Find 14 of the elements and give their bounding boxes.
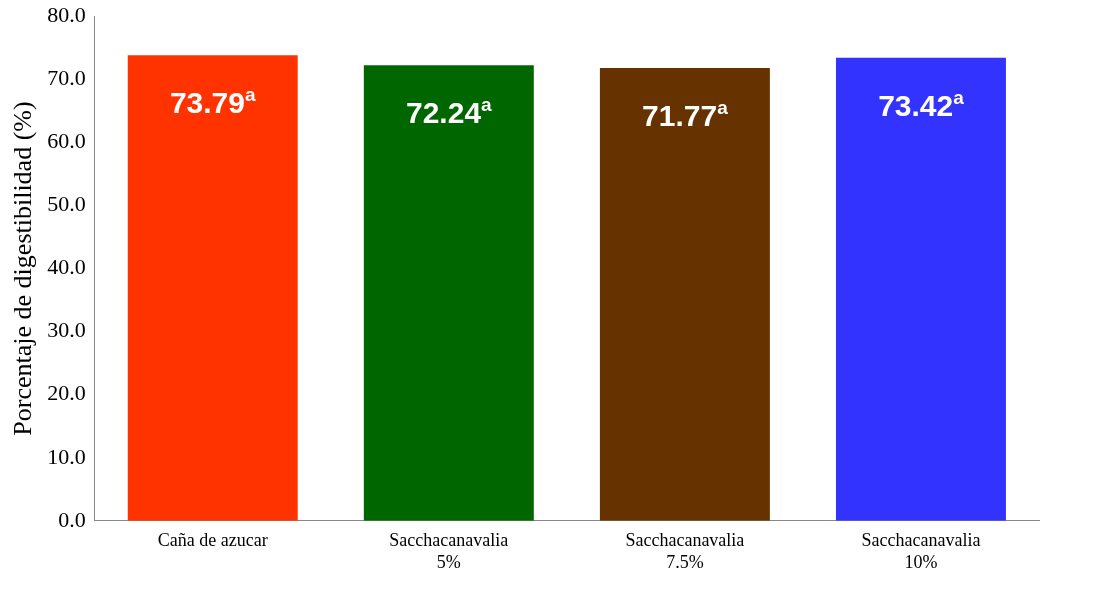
y-tick-label: 30.0 <box>47 317 86 343</box>
y-tick-label: 70.0 <box>47 65 86 91</box>
y-tick-label: 50.0 <box>47 191 86 217</box>
y-tick-label: 0.0 <box>58 506 86 532</box>
y-axis-title: Porcentaje de digestibilidad (%) <box>8 101 38 436</box>
y-tick-label: 60.0 <box>47 128 86 154</box>
y-tick-label: 40.0 <box>47 254 86 280</box>
y-tick-label: 80.0 <box>47 1 86 27</box>
y-tick-label: 10.0 <box>47 443 86 469</box>
y-tick-label: 20.0 <box>47 380 86 406</box>
x-tick-label: Sacchacanavalia 10% <box>861 530 981 572</box>
x-tick-label: Sacchacanavalia 5% <box>389 530 509 572</box>
x-tick-label: Sacchacanavalia 7.5% <box>625 530 745 572</box>
x-tick-label: Caña de azucar <box>157 530 268 551</box>
